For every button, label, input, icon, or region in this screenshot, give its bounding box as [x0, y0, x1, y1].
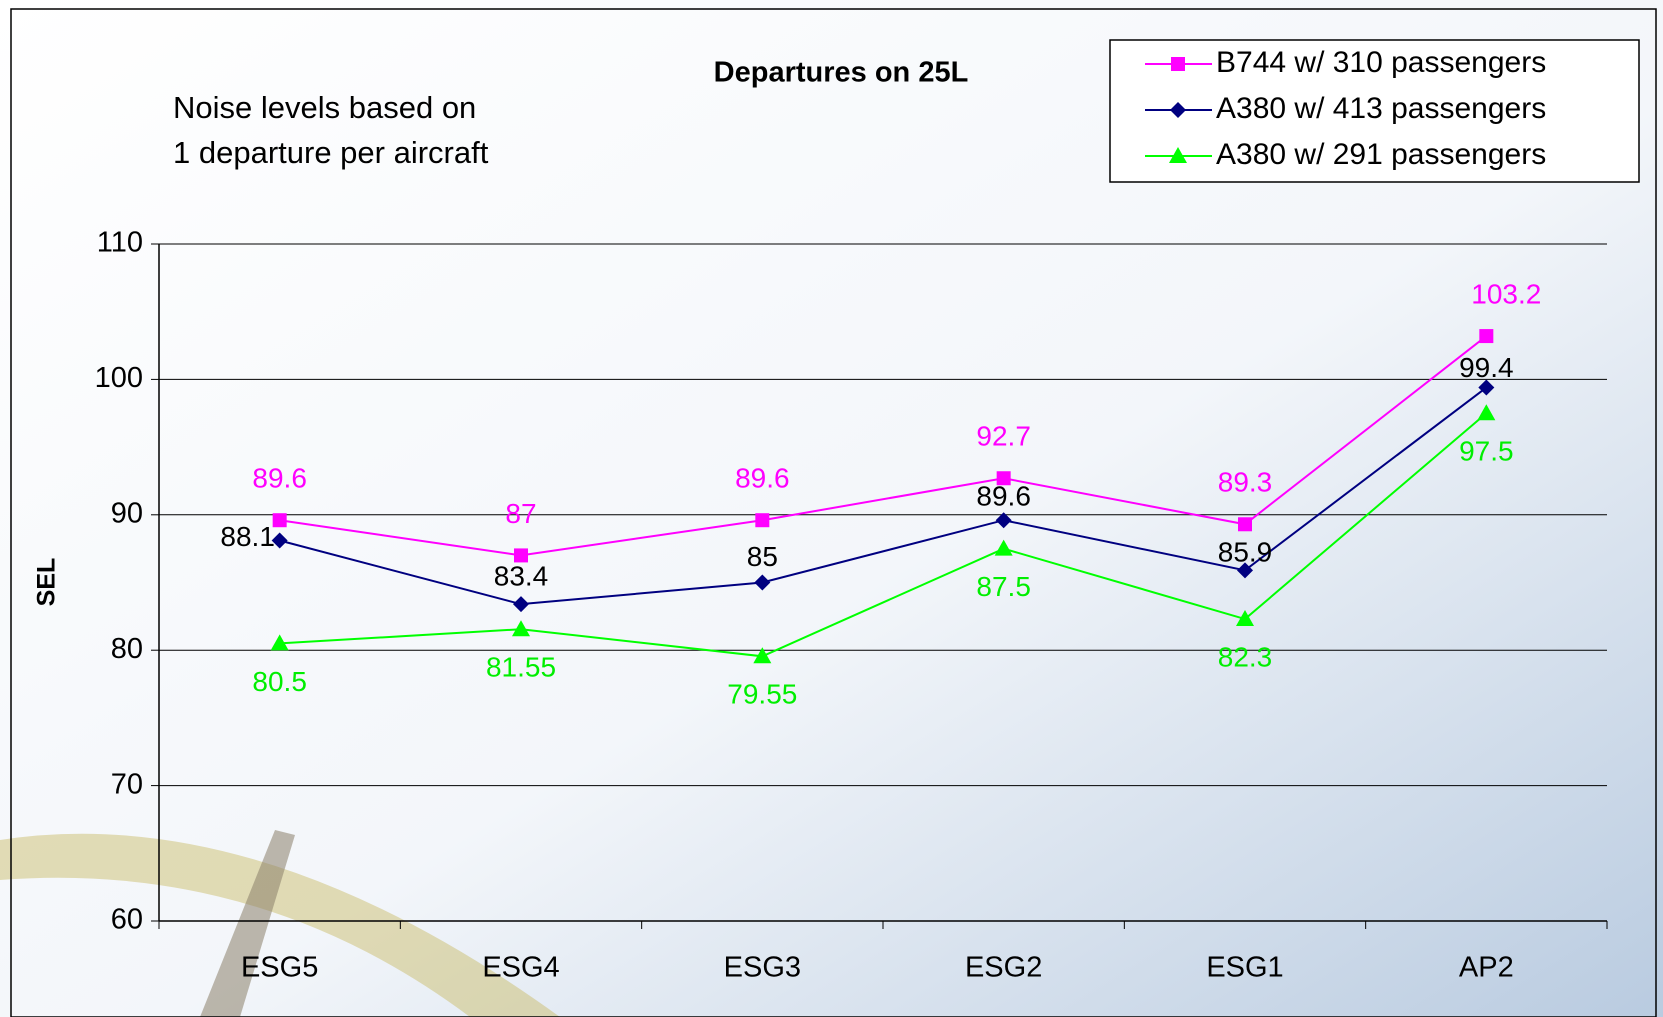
data-label: 89.6 [976, 481, 1031, 512]
marker [1171, 57, 1185, 71]
legend-label: A380 w/ 413 passengers [1216, 92, 1546, 125]
data-label: 99.4 [1459, 352, 1514, 383]
marker [1479, 329, 1493, 343]
y-tick-label: 90 [111, 497, 143, 529]
data-label: 80.5 [252, 666, 307, 697]
x-tick-label: ESG3 [724, 952, 801, 984]
data-label: 79.55 [727, 679, 797, 710]
y-axis-label: SEL [33, 558, 61, 607]
x-tick-label: ESG4 [482, 952, 559, 984]
y-tick-label: 60 [111, 904, 143, 936]
data-label: 92.7 [976, 421, 1031, 452]
data-label: 85 [747, 541, 778, 572]
marker [1238, 517, 1252, 531]
x-tick-label: ESG5 [241, 952, 318, 984]
y-tick-label: 110 [97, 227, 143, 259]
data-label: 88.1 [220, 521, 275, 552]
data-label: 81.55 [486, 652, 556, 683]
data-label: 87 [505, 498, 536, 529]
data-label: 87.5 [976, 571, 1031, 602]
x-tick-label: AP2 [1459, 952, 1514, 984]
x-tick-label: ESG2 [965, 952, 1042, 984]
data-label: 83.4 [494, 561, 549, 592]
data-label: 89.6 [735, 463, 790, 494]
data-label: 85.9 [1218, 537, 1273, 568]
y-tick-label: 70 [111, 768, 143, 800]
legend-label: A380 w/ 291 passengers [1216, 138, 1546, 171]
chart: Departures on 25L Noise levels based on … [0, 0, 1663, 1017]
legend-label: B744 w/ 310 passengers [1216, 46, 1546, 79]
data-label: 82.3 [1218, 641, 1273, 672]
y-tick-label: 80 [111, 633, 143, 665]
marker [755, 513, 769, 527]
note: Noise levels based on [173, 90, 476, 125]
data-label: 89.3 [1218, 467, 1273, 498]
y-tick-label: 100 [95, 362, 143, 394]
chart-title: Departures on 25L [714, 57, 969, 89]
data-label: 103.2 [1471, 278, 1541, 309]
x-tick-label: ESG1 [1206, 952, 1283, 984]
data-label: 97.5 [1459, 436, 1514, 467]
data-label: 89.6 [252, 463, 307, 494]
note: 1 departure per aircraft [173, 135, 489, 170]
